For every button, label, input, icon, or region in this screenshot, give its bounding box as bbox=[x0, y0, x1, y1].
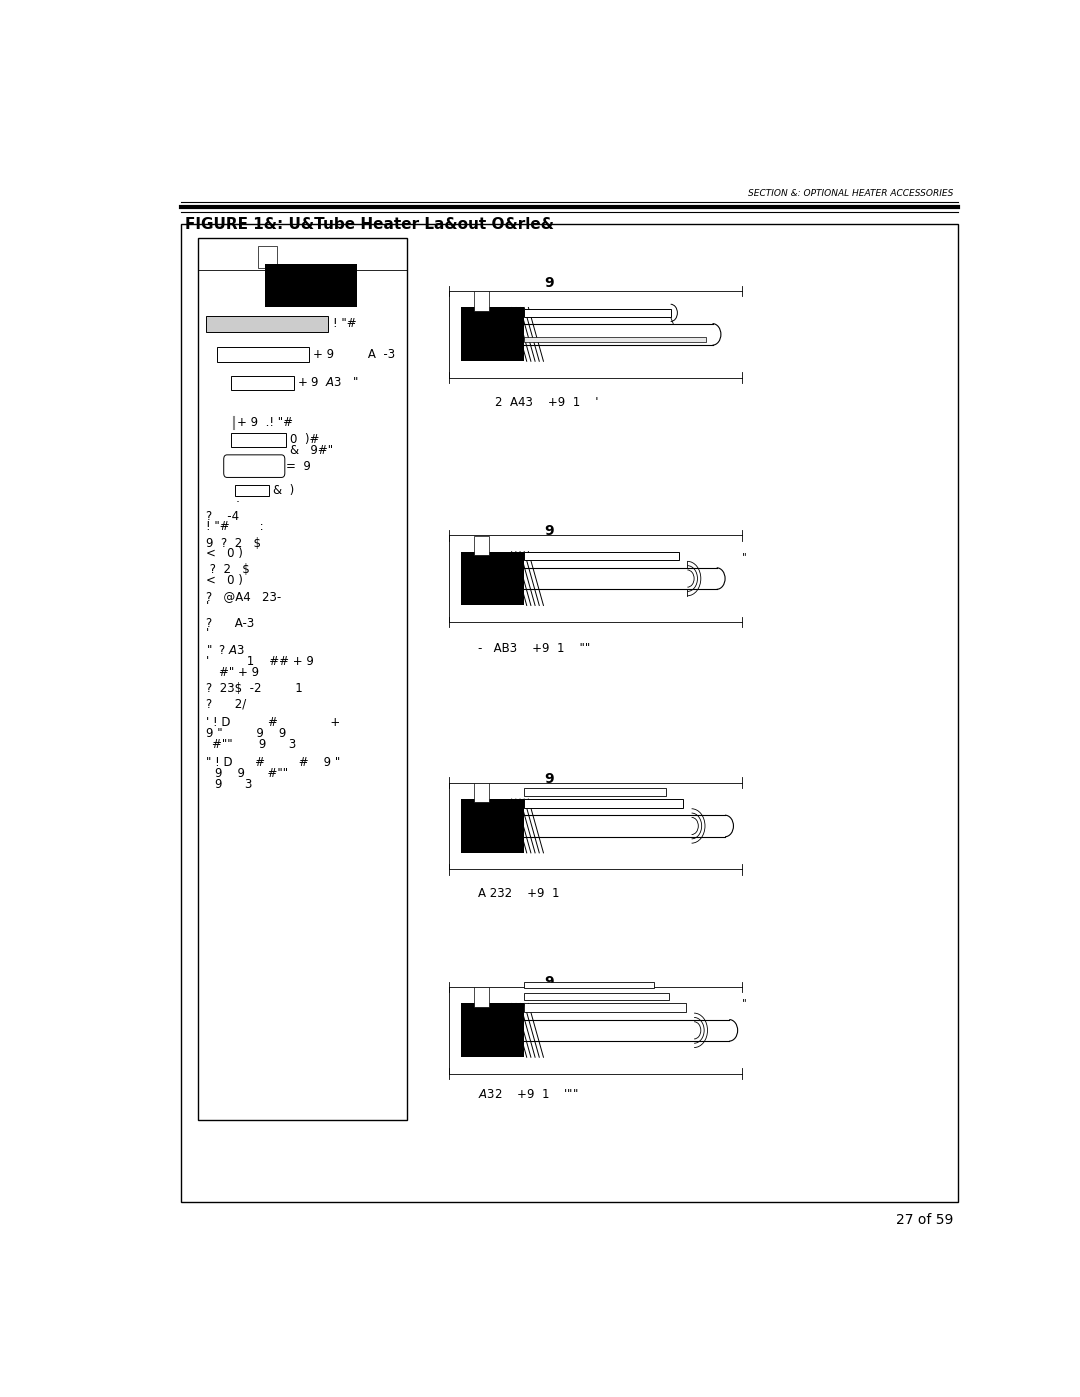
Text: ?      A-3: ? A-3 bbox=[206, 617, 255, 630]
Text: <   0 ): < 0 ) bbox=[206, 574, 243, 587]
Bar bbox=[524, 309, 671, 317]
Text: :: : bbox=[235, 493, 240, 506]
Bar bbox=[474, 535, 489, 555]
Bar bbox=[231, 433, 285, 447]
Bar bbox=[474, 782, 489, 802]
Bar bbox=[461, 799, 524, 852]
Bar bbox=[206, 316, 327, 332]
Text: ?  2   $: ? 2 $ bbox=[206, 563, 249, 577]
Bar bbox=[524, 799, 684, 807]
Text: #""       9      3: #"" 9 3 bbox=[212, 738, 296, 750]
Text: ': ' bbox=[206, 601, 210, 613]
Bar bbox=[474, 988, 489, 1007]
Bar bbox=[217, 348, 309, 362]
Text: 2  A43    +9  1    ': 2 A43 +9 1 ' bbox=[495, 395, 598, 409]
Text: " ! D      #         #    9 ": " ! D # # 9 " bbox=[206, 756, 340, 768]
Text: ! "#        :: ! "# : bbox=[206, 521, 264, 534]
Text: #" + 9: #" + 9 bbox=[218, 665, 259, 679]
Bar bbox=[524, 552, 679, 560]
Text: SECTION &: OPTIONAL HEATER ACCESSORIES: SECTION &: OPTIONAL HEATER ACCESSORIES bbox=[748, 189, 954, 198]
Text: ": " bbox=[742, 552, 746, 562]
Bar bbox=[524, 788, 666, 796]
Text: 9      3: 9 3 bbox=[215, 778, 253, 791]
Text: 9    9      #"": 9 9 #"" bbox=[215, 767, 288, 780]
FancyBboxPatch shape bbox=[224, 455, 285, 478]
Text: =  9: = 9 bbox=[285, 460, 311, 474]
Text: ?  23$  -2         1: ? 23$ -2 1 bbox=[206, 682, 302, 694]
Text: '          1    ## + 9: ' 1 ## + 9 bbox=[206, 655, 314, 668]
Text: + 9  .! "#: + 9 .! "# bbox=[238, 416, 293, 429]
Text: &  ): & ) bbox=[273, 483, 295, 497]
Text: ?   @A4   23-: ? @A4 23- bbox=[206, 591, 282, 604]
Text: 9: 9 bbox=[544, 975, 554, 989]
Text: <   0 ): < 0 ) bbox=[206, 548, 243, 560]
Text: + 9  $  A 3$   ": + 9 $ A 3$ " bbox=[297, 376, 359, 390]
Text: ! "#: ! "# bbox=[334, 317, 357, 330]
Bar bbox=[461, 1003, 524, 1058]
Text: 9 "         9    9: 9 " 9 9 bbox=[206, 726, 286, 740]
Bar bbox=[524, 337, 706, 342]
Text: ?      2/: ? 2/ bbox=[206, 698, 246, 711]
Bar bbox=[524, 1003, 686, 1011]
Text: 9: 9 bbox=[544, 275, 554, 289]
Text: "  ? $A 3$: " ? $A 3$ bbox=[206, 644, 245, 657]
Text: FIGURE 1&: U&Tube Heater La&out O&rle&: FIGURE 1&: U&Tube Heater La&out O&rle& bbox=[186, 217, 554, 232]
Text: $  A$32    +9  1    '"": $ A$32 +9 1 '"" bbox=[478, 1088, 579, 1101]
Text: ": " bbox=[742, 999, 746, 1009]
Bar bbox=[524, 982, 653, 989]
Text: 9  ?  2   $: 9 ? 2 $ bbox=[206, 536, 261, 549]
Text: ' ! D          #              +: ' ! D # + bbox=[206, 717, 340, 729]
Text: -   AB3    +9  1    "": - AB3 +9 1 "" bbox=[478, 643, 591, 655]
Text: &   9#": & 9#" bbox=[289, 444, 333, 457]
Bar bbox=[461, 552, 524, 605]
Text: ': ' bbox=[206, 627, 210, 640]
Text: 0  )#: 0 )# bbox=[289, 433, 320, 446]
Text: A 232    +9  1: A 232 +9 1 bbox=[478, 887, 559, 900]
Bar bbox=[198, 237, 407, 1119]
Text: 9: 9 bbox=[544, 771, 554, 785]
Bar bbox=[265, 264, 356, 307]
Bar bbox=[474, 292, 489, 310]
Text: 9: 9 bbox=[544, 524, 554, 538]
Bar bbox=[231, 376, 294, 390]
Bar bbox=[235, 485, 269, 496]
Text: ?    -4: ? -4 bbox=[206, 510, 240, 522]
Bar bbox=[524, 993, 669, 1000]
Bar bbox=[258, 246, 278, 268]
Text: + 9         A  -3: + 9 A -3 bbox=[313, 348, 395, 362]
Text: 27 of 59: 27 of 59 bbox=[896, 1213, 954, 1227]
Bar bbox=[461, 307, 524, 362]
